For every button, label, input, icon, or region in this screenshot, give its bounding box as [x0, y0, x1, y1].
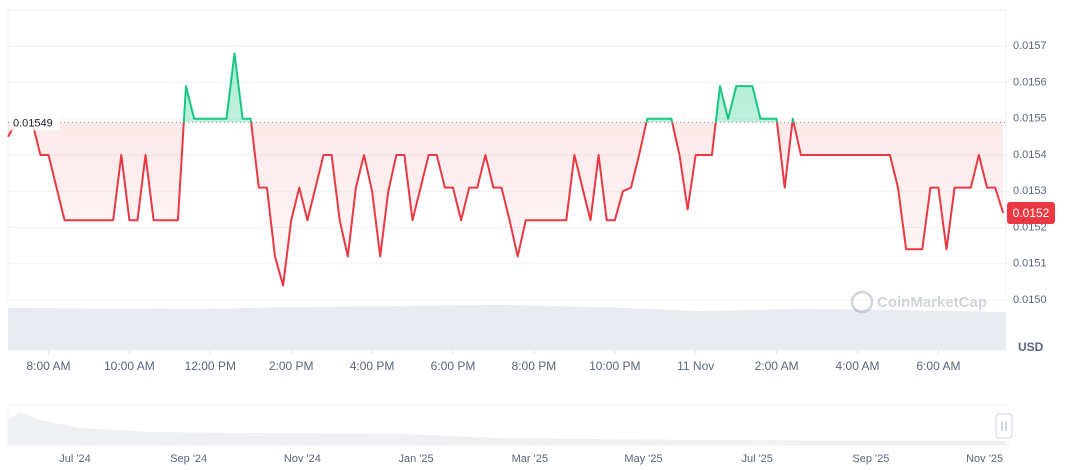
navigator-label: May '25 [624, 453, 662, 465]
navigator-label: Sep '25 [852, 453, 889, 465]
navigator-label: Mar '25 [512, 453, 548, 465]
navigator-handle[interactable] [995, 413, 1013, 439]
y-tick-label: 0.0156 [1013, 76, 1047, 88]
navigator-label: Sep '24 [170, 453, 207, 465]
x-tick-label: 10:00 PM [589, 359, 640, 373]
reference-label: 0.01549 [13, 117, 53, 129]
x-tick-label: 6:00 AM [916, 359, 960, 373]
x-tick-label: 8:00 AM [26, 359, 70, 373]
x-tick-label: 12:00 PM [185, 359, 236, 373]
currency-label: USD [1018, 340, 1044, 354]
volume-area [8, 305, 1006, 350]
watermark-text: CoinMarketCap [877, 294, 987, 311]
y-tick-label: 0.0154 [1013, 149, 1047, 161]
x-tick-label: 2:00 PM [269, 359, 314, 373]
y-tick-label: 0.0153 [1013, 185, 1047, 197]
navigator-label: Nov '25 [966, 453, 1003, 465]
area-up [8, 53, 1004, 123]
navigator-label: Jul '24 [59, 453, 90, 465]
x-tick-label: 8:00 PM [512, 359, 557, 373]
reference-label-bg [10, 114, 60, 131]
price-line-down [7, 122, 1005, 287]
x-tick-label: 4:00 AM [836, 359, 880, 373]
navigator-label: Jan '25 [399, 453, 434, 465]
navigator-label: Nov '24 [284, 453, 321, 465]
y-tick-label: 0.0151 [1013, 258, 1047, 270]
watermark: CoinMarketCap [850, 290, 987, 314]
x-tick-label: 11 Nov [677, 359, 714, 373]
x-tick-label: 10:00 AM [104, 359, 155, 373]
x-tick-label: 4:00 PM [350, 359, 395, 373]
y-tick-label: 0.0157 [1013, 40, 1047, 52]
x-tick-label: 2:00 AM [755, 359, 799, 373]
y-tick-label: 0.0155 [1013, 113, 1047, 125]
navigator-area [8, 412, 1006, 445]
y-tick-label: 0.0150 [1013, 294, 1047, 306]
navigator-label: Jul '25 [741, 453, 772, 465]
x-tick-label: 6:00 PM [431, 359, 476, 373]
y-tick-label: 0.0152 [1013, 221, 1047, 233]
area-down [8, 122, 1004, 286]
price-tag [1007, 202, 1055, 224]
price-tag-label: 0.0152 [1013, 206, 1050, 220]
